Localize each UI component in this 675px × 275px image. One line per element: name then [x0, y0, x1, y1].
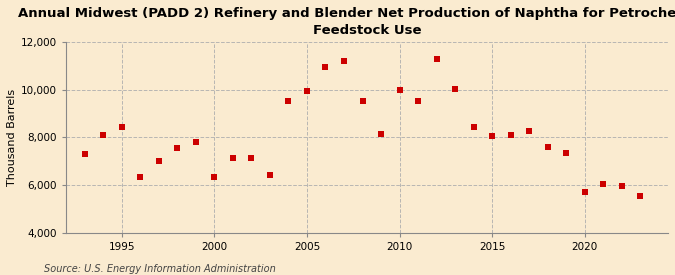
Y-axis label: Thousand Barrels: Thousand Barrels — [7, 89, 17, 186]
Title: Annual Midwest (PADD 2) Refinery and Blender Net Production of Naphtha for Petro: Annual Midwest (PADD 2) Refinery and Ble… — [18, 7, 675, 37]
Point — [357, 98, 368, 103]
Point — [265, 173, 275, 178]
Point — [635, 194, 646, 198]
Text: Source: U.S. Energy Information Administration: Source: U.S. Energy Information Administ… — [44, 264, 275, 274]
Point — [80, 152, 90, 156]
Point — [524, 129, 535, 134]
Point — [283, 98, 294, 103]
Point — [116, 125, 127, 129]
Point — [412, 98, 423, 103]
Point — [153, 159, 164, 163]
Point — [394, 88, 405, 92]
Point — [209, 174, 220, 179]
Point — [431, 57, 442, 61]
Point — [302, 89, 313, 93]
Point — [190, 140, 201, 144]
Point — [320, 65, 331, 70]
Point — [450, 86, 460, 91]
Point — [468, 125, 479, 129]
Point — [506, 133, 516, 137]
Point — [135, 174, 146, 179]
Point — [246, 155, 256, 160]
Point — [227, 155, 238, 160]
Point — [616, 184, 627, 188]
Point — [542, 145, 553, 149]
Point — [339, 59, 350, 64]
Point — [487, 134, 497, 138]
Point — [376, 132, 387, 136]
Point — [561, 151, 572, 155]
Point — [172, 146, 183, 150]
Point — [98, 133, 109, 137]
Point — [579, 190, 590, 194]
Point — [598, 182, 609, 186]
